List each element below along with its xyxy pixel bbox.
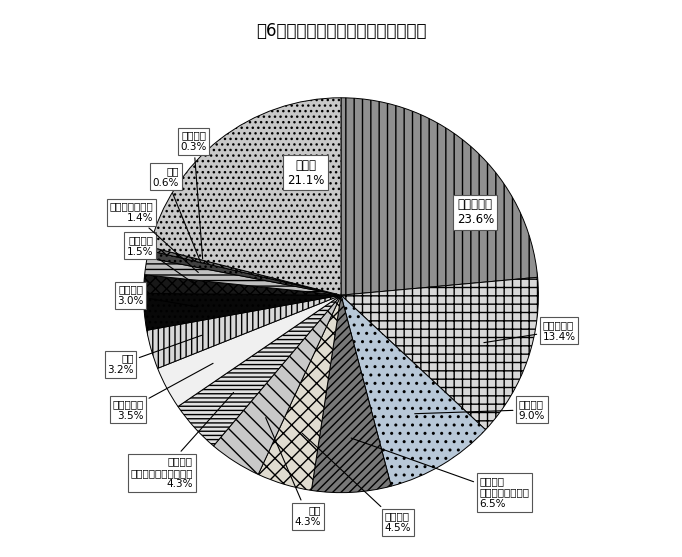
Wedge shape: [147, 251, 341, 295]
Text: 設計
4.3%: 設計 4.3%: [266, 418, 321, 527]
Wedge shape: [258, 295, 341, 490]
Text: 貳易業務
4.5%: 貳易業務 4.5%: [302, 433, 411, 533]
Text: その他
21.1%: その他 21.1%: [286, 159, 324, 187]
Text: 経営・管理業務
1.4%: 経営・管理業務 1.4%: [110, 202, 198, 272]
Wedge shape: [144, 275, 341, 295]
Wedge shape: [178, 295, 341, 446]
Wedge shape: [149, 98, 341, 295]
Text: 販売・営業
13.4%: 販売・営業 13.4%: [484, 320, 576, 343]
Wedge shape: [341, 295, 486, 486]
Text: 国際金融
0.3%: 国際金融 0.3%: [180, 130, 207, 259]
Wedge shape: [158, 295, 341, 407]
Wedge shape: [145, 258, 341, 295]
Text: 技術開発
（情報処理分野以外）
4.3%: 技術開発 （情報処理分野以外） 4.3%: [130, 393, 233, 490]
Wedge shape: [213, 295, 341, 475]
Text: 調査研究
1.5%: 調査研究 1.5%: [127, 235, 197, 286]
Wedge shape: [149, 247, 341, 295]
Text: 翻訳・通訳
23.6%: 翻訳・通訳 23.6%: [457, 198, 494, 226]
Text: 教育
3.2%: 教育 3.2%: [107, 335, 202, 375]
Text: 図6　職務内容別の許可人数の構成比: 図6 職務内容別の許可人数の構成比: [256, 22, 426, 40]
Text: 技術開発
（情報処理分野）
6.5%: 技術開発 （情報処理分野） 6.5%: [351, 438, 529, 509]
Wedge shape: [147, 295, 341, 368]
Text: 海外業務
9.0%: 海外業務 9.0%: [415, 399, 545, 421]
Text: 医療
0.6%: 医療 0.6%: [153, 166, 201, 263]
Wedge shape: [341, 277, 538, 429]
Text: 広報・宣伝
3.5%: 広報・宣伝 3.5%: [113, 363, 213, 421]
Wedge shape: [312, 295, 391, 492]
Wedge shape: [341, 98, 537, 295]
Wedge shape: [144, 294, 341, 330]
Text: 会計業務
3.0%: 会計業務 3.0%: [117, 285, 196, 307]
